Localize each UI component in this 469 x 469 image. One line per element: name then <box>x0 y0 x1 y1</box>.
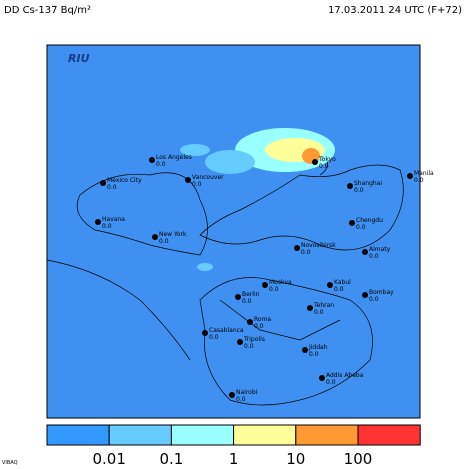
city-value: 0.0 <box>319 163 329 170</box>
city-value: 0.0 <box>369 253 379 260</box>
city-marker <box>235 294 241 300</box>
city-marker <box>362 249 368 255</box>
city-value: 0.0 <box>301 249 311 256</box>
city-value: 0.0 <box>209 334 219 341</box>
map-frame <box>46 44 421 419</box>
plume-band <box>197 263 213 271</box>
city-value: 0.0 <box>254 323 264 330</box>
city-name: Berlin <box>242 291 260 298</box>
city-marker <box>262 282 268 288</box>
city-value: 0.0 <box>309 351 319 358</box>
city-name: Los Angeles <box>156 154 192 161</box>
colorbar-label: 0.1 <box>159 450 183 468</box>
plume-band <box>180 144 210 156</box>
city-value: 0.0 <box>354 187 364 194</box>
city-marker <box>407 173 413 179</box>
city-name: Shanghai <box>354 180 382 187</box>
city-marker <box>202 330 208 336</box>
city-value: 0.0 <box>159 238 169 245</box>
city-value: 0.0 <box>192 181 202 188</box>
city-value: 0.0 <box>414 177 424 184</box>
city-marker <box>294 245 300 251</box>
city-name: Tripolis <box>243 336 265 343</box>
city-marker <box>307 305 313 311</box>
city-name: Moskva <box>269 279 292 286</box>
city-name: Manila <box>414 170 434 177</box>
city-name: Havana <box>102 216 125 223</box>
city-marker <box>229 392 235 398</box>
logo: RIU <box>68 52 90 65</box>
city-name: Bombay <box>369 289 394 296</box>
colorbar-swatch <box>295 424 359 446</box>
colorbar-swatch <box>233 424 297 446</box>
timestamp: 17.03.2011 24 UTC (F+72) <box>328 5 462 16</box>
colorbar-label: 1 <box>229 450 239 468</box>
city-value: 0.0 <box>102 223 112 230</box>
colorbar-swatch <box>170 424 235 446</box>
city-name: Casablanca <box>209 327 244 334</box>
city-value: 0.0 <box>334 286 344 293</box>
plume <box>180 128 335 271</box>
city-name: Almaty <box>369 246 391 253</box>
colorbar-label: 0.01 <box>92 450 125 468</box>
colorbar: 0.01 0.1 1 10 100 <box>46 424 421 468</box>
city-value: 0.0 <box>242 298 252 305</box>
city-name: Kabul <box>334 279 351 286</box>
city-marker <box>327 282 333 288</box>
city-marker <box>185 177 191 183</box>
city-marker <box>349 220 355 226</box>
city-marker <box>237 339 243 345</box>
colorbar-label: 10 <box>286 450 305 468</box>
city-marker <box>312 159 318 165</box>
city-value: 0.0 <box>369 296 379 303</box>
city-value: 0.0 <box>314 309 324 316</box>
city-marker <box>362 292 368 298</box>
colorbar-swatch <box>46 424 110 446</box>
footer: VIBAQ <box>2 460 18 466</box>
city-name: Nairobi <box>236 389 258 396</box>
plume-band <box>205 150 255 174</box>
city-value: 0.0 <box>236 396 246 403</box>
city-value: 0.0 <box>156 161 166 168</box>
colorbar-swatch <box>357 424 421 446</box>
city-marker <box>319 375 325 381</box>
city-name: Tokyo <box>318 156 336 163</box>
city-name: Vancouver <box>192 174 224 181</box>
city-name: Jiddah <box>308 344 328 351</box>
coastlines <box>46 144 404 406</box>
city-name: Tehran <box>313 302 334 309</box>
colorbar-label: 100 <box>344 450 373 468</box>
city-marker <box>302 347 308 353</box>
city-marker <box>100 180 106 186</box>
city-name: Addis Abeba <box>326 372 364 379</box>
city-value: 0.0 <box>244 343 254 350</box>
city-marker <box>95 219 101 225</box>
city-marker <box>247 319 253 325</box>
city-name: Mexico City <box>107 177 142 184</box>
city-name: New York <box>159 231 187 238</box>
map-title: DD Cs-137 Bq/m² <box>4 5 91 16</box>
city-name: Roma <box>254 316 271 323</box>
city-value: 0.0 <box>107 184 117 191</box>
colorbar-swatch <box>108 424 172 446</box>
city-marker <box>149 157 155 163</box>
city-value: 0.0 <box>326 379 336 386</box>
city-marker <box>152 234 158 240</box>
city-name: Chengdu <box>356 217 383 224</box>
city-value: 0.0 <box>356 224 366 231</box>
city-marker <box>347 183 353 189</box>
city-value: 0.0 <box>269 286 279 293</box>
city-name: Novosibirsk <box>301 242 336 249</box>
